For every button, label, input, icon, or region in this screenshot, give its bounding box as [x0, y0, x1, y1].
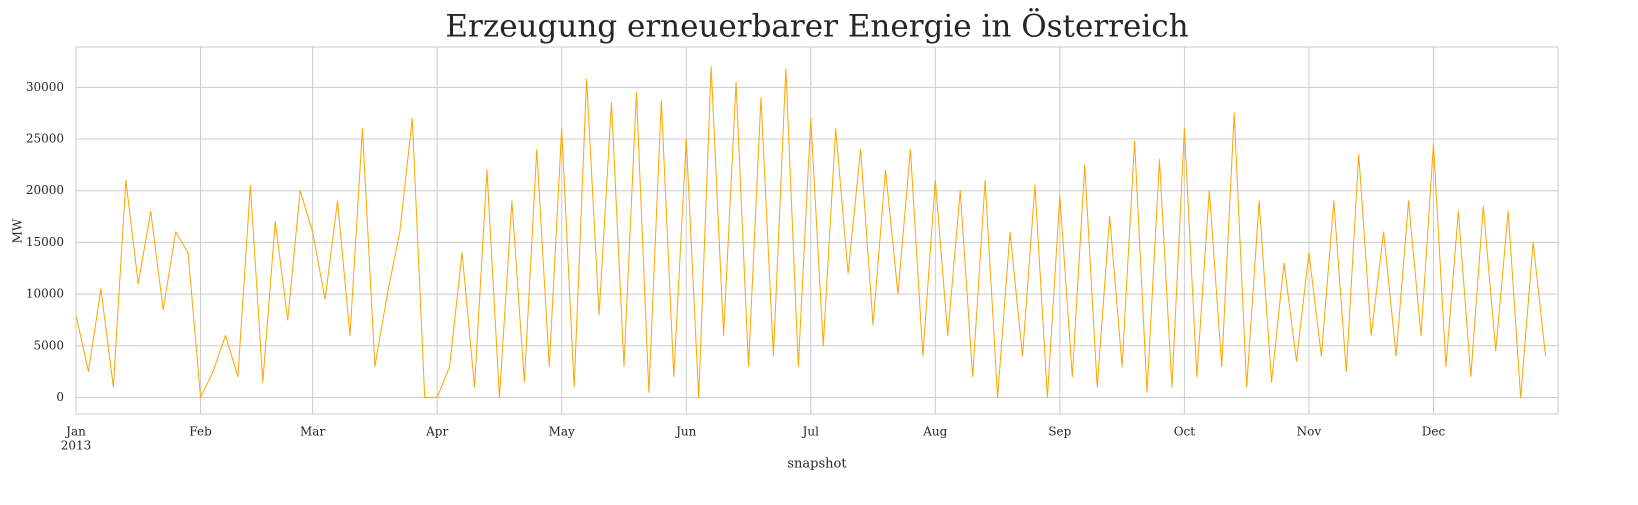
x-year-label: 2013 — [61, 439, 92, 453]
x-tick-label: Jun — [674, 425, 697, 439]
chart-title: Erzeugung erneuerbarer Energie in Österr… — [445, 7, 1188, 45]
x-tick-label: Mar — [300, 425, 325, 439]
data-line — [75, 66, 1547, 398]
y-tick-label: 5000 — [33, 338, 64, 352]
plot-frame — [75, 46, 1559, 415]
x-tick-label: Jan — [64, 425, 86, 439]
x-tick-label: Apr — [425, 425, 448, 439]
y-tick-label: 20000 — [26, 183, 64, 197]
y-tick-label: 30000 — [26, 80, 64, 94]
y-tick-label: 10000 — [26, 287, 64, 301]
y-tick-label: 0 — [56, 390, 64, 404]
x-tick-label: Dec — [1422, 425, 1446, 439]
x-tick-label: Aug — [922, 425, 947, 439]
x-tick-label: Feb — [189, 425, 212, 439]
y-axis-label: MW — [11, 218, 25, 243]
y-tick-label: 25000 — [26, 132, 64, 146]
x-tick-label: Oct — [1174, 425, 1196, 439]
x-tick-label: Sep — [1048, 425, 1071, 439]
x-tick-label: Nov — [1297, 425, 1322, 439]
x-tick-label: Jul — [801, 425, 820, 439]
x-axis-label: snapshot — [787, 457, 847, 472]
x-tick-label: May — [549, 425, 575, 439]
y-tick-label: 15000 — [26, 235, 64, 249]
